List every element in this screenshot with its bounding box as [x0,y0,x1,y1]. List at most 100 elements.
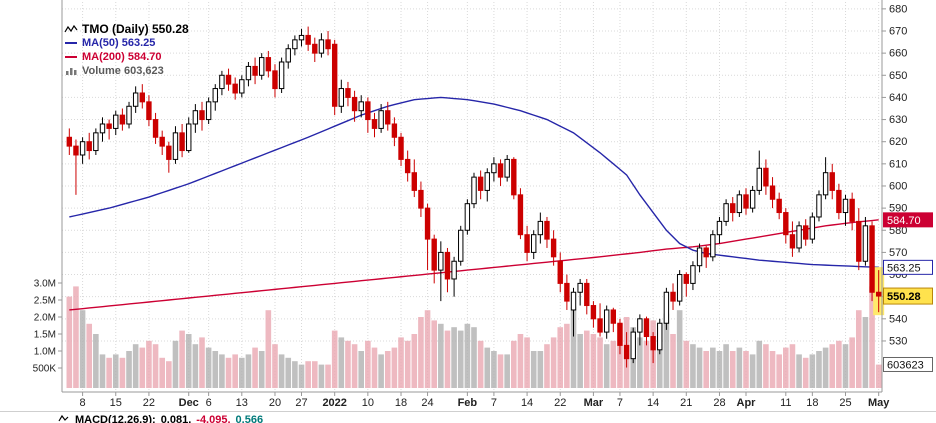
volume-bar [511,340,517,388]
candle [497,159,504,186]
candle [431,234,437,284]
candle [836,183,842,220]
candle [285,44,291,69]
x-tick-label: Mar [584,397,604,409]
candle [504,154,510,182]
candle [411,159,417,198]
right-badges: 584.70 563.25 550.28 603623 [883,212,933,372]
volume-bar [749,354,756,388]
volume-bar [491,351,497,388]
price-tick-label: 640 [889,92,907,104]
ma50-line [69,96,879,269]
volume-bar [411,334,418,388]
candle [391,117,398,147]
x-tick-label: 6 [206,397,212,409]
legend-volume-row: Volume 603,623 [64,64,189,78]
volume-bar [537,351,544,388]
candle [862,216,869,266]
candle [477,170,484,200]
volume-bar [590,334,597,388]
volume-bar [716,351,723,388]
candle [657,318,663,355]
candle [312,37,318,62]
price-tick-label: 540 [889,313,907,325]
volume-bar [564,323,570,388]
candle [524,225,530,262]
x-tick-label: Dec [179,397,199,409]
candle [723,199,729,226]
candle [829,163,835,200]
candle [650,332,656,364]
candle [305,26,311,51]
volume-bar [617,323,623,388]
volume-bar [464,323,471,388]
symbol-title: TMO (Daily) 550.28 [82,22,189,36]
price-tick-label: 650 [889,70,907,82]
volume-bar [683,340,690,388]
price-tick-label: 680 [889,3,907,15]
volume-bar [172,340,179,388]
volume-bar [285,357,292,388]
candle [79,137,86,164]
volume-bars-layer [66,286,882,388]
candle [451,256,457,297]
candle [245,61,252,87]
candle [557,252,563,293]
volume-bar [696,347,703,388]
volume-bar [66,296,73,388]
candle [132,86,139,113]
candle [822,157,829,200]
x-axis-labels: 8 15 22 Dec 6 13 20 27 2022 10 18 24 Feb 7 14 22 Mar 7 14 2… [80,392,890,409]
candle [570,287,577,337]
x-tick-label: 2022 [322,397,346,409]
candle [544,216,550,248]
candle [73,139,79,195]
volume-bar [152,344,159,388]
volume-bar [252,347,258,388]
candle [351,90,358,122]
macd-icon [58,414,69,422]
candle [531,230,537,260]
volume-bar [79,310,86,388]
candle [584,278,590,315]
volume-bar [603,344,610,388]
macd-value-3: 0.566 [235,414,264,423]
volume-bars-icon [66,68,77,75]
candle [809,212,816,244]
candle [637,314,643,346]
x-tick-label: 11 [780,397,791,409]
x-tick-label: 20 [269,397,281,409]
volume-tick-label: 3.0M [34,279,56,290]
candle [358,95,364,118]
volume-bar [265,310,272,388]
candle [378,104,384,133]
volume-bar [232,354,238,388]
candle [331,39,338,116]
axis-value-badge [883,259,933,275]
volume-bar [816,351,822,388]
volume-bar [550,337,557,388]
candle [869,221,875,302]
x-tick-label: 27 [295,397,307,409]
volume-bar [729,351,736,388]
volume-bar [457,330,464,388]
ma200-line [69,219,879,311]
volume-bar [676,310,683,388]
x-tick-label: 18 [395,397,407,409]
volume-bar [855,310,862,388]
x-tick-label: 15 [110,397,122,409]
volume-bar [99,354,106,388]
volume-bar [199,337,205,388]
volume-bar [822,347,829,388]
volume-bar [298,364,305,388]
volume-bar [875,364,882,388]
candle [464,199,471,235]
candle [186,117,192,153]
candle [219,70,225,96]
volume-bar [783,347,789,388]
axis-value-badge-label: 550.28 [887,291,921,303]
candle [597,303,603,337]
axis-value-badge [883,356,933,372]
price-tick-label: 620 [889,136,907,148]
